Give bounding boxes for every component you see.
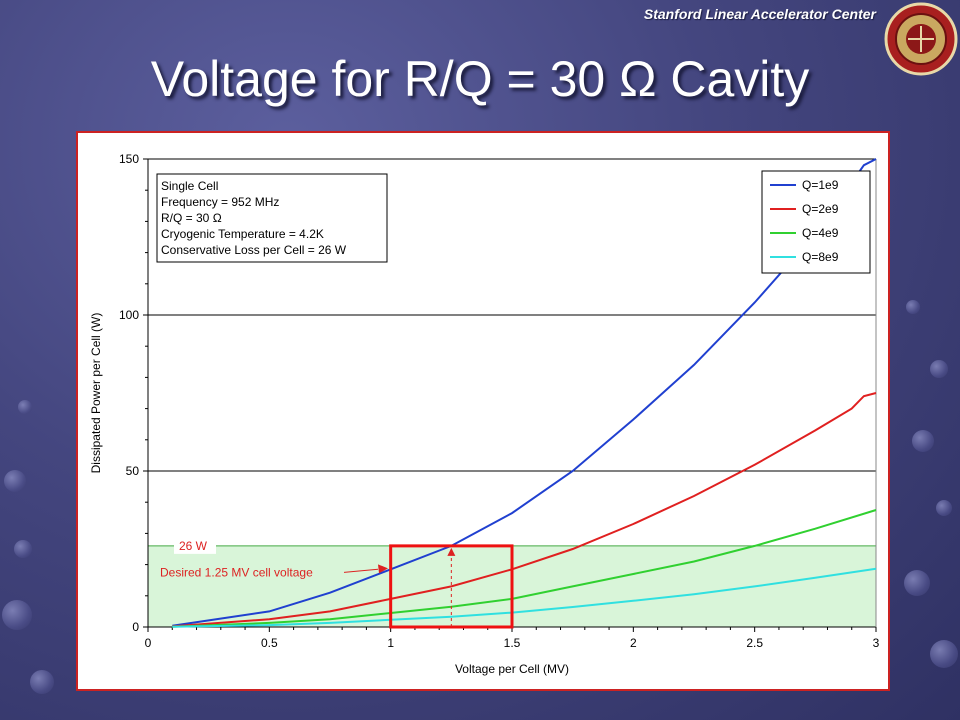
- chart-panel: 0 0.5 1 1.5 2 2.5 3 0 50 100 150 Voltage per Cell (…: [76, 131, 890, 691]
- legend-label: Q=4e9: [802, 226, 839, 240]
- legend-label: Q=1e9: [802, 178, 839, 192]
- background-dot: [14, 540, 32, 558]
- x-tick-label: 3: [873, 636, 880, 650]
- info-box-line: R/Q = 30 Ω: [161, 211, 222, 225]
- target-label-arrowhead: [378, 564, 388, 574]
- info-box-line: Frequency = 952 MHz: [161, 195, 279, 209]
- background-dot: [30, 670, 54, 694]
- background-dot: [930, 360, 948, 378]
- target-marker-arrowhead: [447, 547, 456, 556]
- y-tick-label: 0: [132, 620, 139, 634]
- x-tick-label: 2: [630, 636, 637, 650]
- background-dot: [906, 300, 920, 314]
- info-box-line: Single Cell: [161, 179, 218, 193]
- info-box-line: Conservative Loss per Cell = 26 W: [161, 243, 347, 257]
- series-line-Q-2e9: [172, 392, 877, 628]
- x-axis-label: Voltage per Cell (MV): [455, 662, 569, 676]
- y-tick-label: 50: [126, 464, 140, 478]
- slide-title: Voltage for R/Q = 30 Ω Cavity: [150, 51, 810, 107]
- background-dot: [18, 400, 32, 414]
- legend-label: Q=2e9: [802, 202, 839, 216]
- legend-label: Q=8e9: [802, 250, 839, 264]
- background-dot: [4, 470, 26, 492]
- y-axis-label: Dissipated Power per Cell (W): [89, 313, 103, 474]
- target-label: Desired 1.25 MV cell voltage: [160, 565, 313, 579]
- info-box: [156, 173, 388, 263]
- x-tick-label: 1: [387, 636, 394, 650]
- slac-seal-logo: [884, 2, 958, 76]
- loss-label-bg: [174, 537, 216, 554]
- background-dot: [936, 500, 952, 516]
- x-tick-label: 0: [145, 636, 152, 650]
- loss-label: 26 W: [179, 539, 208, 553]
- organization-name: Stanford Linear Accelerator Center: [643, 6, 876, 22]
- series-line-Q-4e9: [172, 509, 877, 628]
- y-tick-label: 150: [119, 152, 139, 166]
- x-tick-label: 0.5: [261, 636, 278, 650]
- series-line-Q-8e9: [172, 567, 877, 628]
- chart: 0 0.5 1 1.5 2 2.5 3 0 50 100 150 Voltage per Cell (…: [89, 152, 880, 676]
- background-dot: [912, 430, 934, 452]
- background-dot: [904, 570, 930, 596]
- x-tick-label: 2.5: [746, 636, 763, 650]
- y-tick-label: 100: [119, 308, 139, 322]
- info-box-line: Cryogenic Temperature = 4.2K: [161, 227, 324, 241]
- target-label-arrow: [343, 568, 379, 573]
- x-tick-label: 1.5: [504, 636, 521, 650]
- background-dot: [930, 640, 958, 668]
- background-dot: [2, 600, 32, 630]
